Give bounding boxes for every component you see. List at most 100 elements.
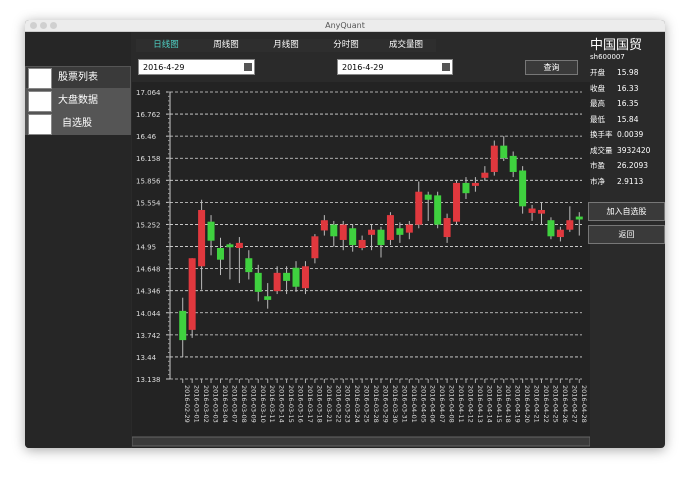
candle-body: [207, 221, 215, 241]
end-date[interactable]: 2016-4-29: [337, 59, 453, 75]
quote-value: 26.2093: [617, 161, 649, 170]
nav-item[interactable]: 股票列表: [25, 66, 131, 89]
candle-body: [245, 258, 253, 273]
candle-body: [434, 195, 442, 225]
nav-label: 自选股: [62, 118, 92, 129]
candle-body: [292, 267, 300, 287]
quote-label: 市净: [590, 176, 605, 186]
x-tick-label: 2016-03-28: [372, 385, 380, 423]
x-tick-label: 2016-03-10: [259, 385, 267, 423]
y-tick-label: 14.346: [136, 288, 161, 296]
quote-value: 2.9113: [617, 176, 644, 186]
candle-body: [301, 266, 309, 289]
stock-code: sh600007: [590, 53, 625, 61]
candle-body: [556, 229, 564, 238]
sidebar: 股票列表 大盘数据 自选股: [25, 32, 131, 448]
quote-value: 16.35: [617, 99, 639, 108]
candle-body: [500, 145, 508, 159]
query-button[interactable]: 查询: [525, 60, 578, 75]
minimize-button[interactable]: [40, 22, 47, 29]
x-tick-label: 2016-03-23: [344, 385, 352, 423]
x-tick-label: 2016-04-06: [429, 385, 437, 423]
x-tick-label: 2016-04-27: [570, 385, 578, 423]
x-tick-label: 2016-03-03: [212, 385, 220, 423]
x-tick-label: 2016-03-30: [391, 385, 399, 423]
candle-body: [490, 145, 498, 172]
candle-body: [575, 216, 583, 220]
quote-row: 市盈 26.2093: [590, 158, 665, 174]
y-tick-label: 16.762: [136, 111, 161, 119]
add-watchlist-button[interactable]: 加入自选股: [588, 202, 665, 221]
candle-body: [198, 209, 206, 267]
quote-value: 15.84: [617, 114, 639, 124]
x-tick-label: 2016-03-07: [230, 385, 238, 423]
candle-body: [396, 228, 404, 235]
quote-row: 最低 15.84: [590, 112, 665, 128]
start-date[interactable]: 2016-4-29: [138, 59, 255, 75]
x-tick-label: 2016-04-01: [410, 385, 418, 423]
quote-panel: 中国国贸 sh600007 开盘 15.98 收盘 16.33 最高 16.35 最低 15.…: [590, 32, 665, 189]
candle-body: [453, 182, 461, 222]
candle-body: [179, 310, 187, 341]
tab[interactable]: 分时图: [316, 39, 376, 52]
x-tick-label: 2016-03-24: [353, 385, 361, 423]
x-tick-label: 2016-03-16: [297, 385, 305, 423]
y-tick-label: 13.138: [136, 376, 161, 384]
candle-body: [339, 224, 347, 240]
x-tick-label: 2016-04-19: [514, 385, 522, 423]
candle-body: [226, 244, 234, 248]
nav-label: 大盘数据: [58, 95, 98, 106]
chart: 13.138 13.44 13.742 14.044 14.346 14.648 14.95…: [132, 82, 590, 448]
quote-label: 成交量: [590, 145, 613, 155]
nav-label: 股票列表: [58, 72, 98, 83]
candle-body: [538, 209, 546, 214]
quote-rows: 开盘 15.98 收盘 16.33 最高 16.35 最低 15.84 换手率 0.0039 成交量…: [590, 65, 665, 189]
x-tick-label: 2016-04-18: [504, 385, 512, 423]
candle-body: [481, 172, 489, 178]
x-tick-label: 2016-03-04: [221, 385, 229, 423]
x-tick-label: 2016-03-31: [400, 385, 408, 423]
x-tick-label: 2016-02-29: [183, 385, 191, 423]
stock-name: 中国国贸: [590, 38, 643, 53]
back-button[interactable]: 返回: [588, 225, 665, 244]
quote-row: 换手率 0.0039: [590, 127, 665, 143]
candle-body: [320, 220, 328, 231]
candle-body: [566, 220, 574, 230]
y-tick-label: 17.064: [136, 89, 161, 97]
x-tick-label: 2016-04-15: [495, 385, 503, 423]
candle-body: [283, 272, 291, 281]
nav-item[interactable]: 大盘数据: [25, 89, 131, 112]
x-tick-label: 2016-04-21: [533, 385, 541, 423]
candle-body: [349, 228, 357, 246]
window-title: AnyQuant: [325, 21, 365, 30]
quote-label: 开盘: [590, 68, 605, 77]
x-tick-label: 2016-04-11: [457, 385, 465, 423]
candle-body: [528, 208, 536, 213]
close-button[interactable]: [30, 22, 37, 29]
candle-body: [519, 170, 527, 207]
candle-body: [377, 229, 385, 246]
candle-body: [547, 220, 555, 237]
x-tick-label: 2016-04-13: [476, 385, 484, 423]
tab[interactable]: 周线图: [196, 39, 256, 52]
x-tick-label: 2016-03-01: [193, 385, 201, 423]
candle-body: [368, 229, 376, 235]
tab[interactable]: 成交量图: [376, 39, 436, 52]
x-tick-label: 2016-03-29: [382, 385, 390, 423]
candle-body: [254, 272, 262, 292]
candle-body: [471, 182, 479, 186]
quote-label: 换手率: [590, 130, 613, 139]
x-tick-label: 2016-04-20: [523, 385, 531, 423]
candle-body: [216, 248, 224, 260]
y-tick-label: 14.95: [136, 244, 156, 252]
quote-label: 最高: [590, 99, 605, 108]
x-tick-label: 2016-03-02: [202, 385, 210, 423]
x-tick-label: 2016-03-09: [249, 385, 257, 423]
quote-label: 市盈: [590, 161, 605, 170]
tab[interactable]: 日线图: [136, 39, 196, 52]
tab[interactable]: 月线图: [256, 39, 316, 52]
app-window: AnyQuant 股票列表 大盘数据 自选股 日线图 周线图 月线图 分时图 成…: [25, 20, 665, 448]
nav-item[interactable]: 自选股: [25, 112, 131, 135]
zoom-button[interactable]: [50, 22, 57, 29]
